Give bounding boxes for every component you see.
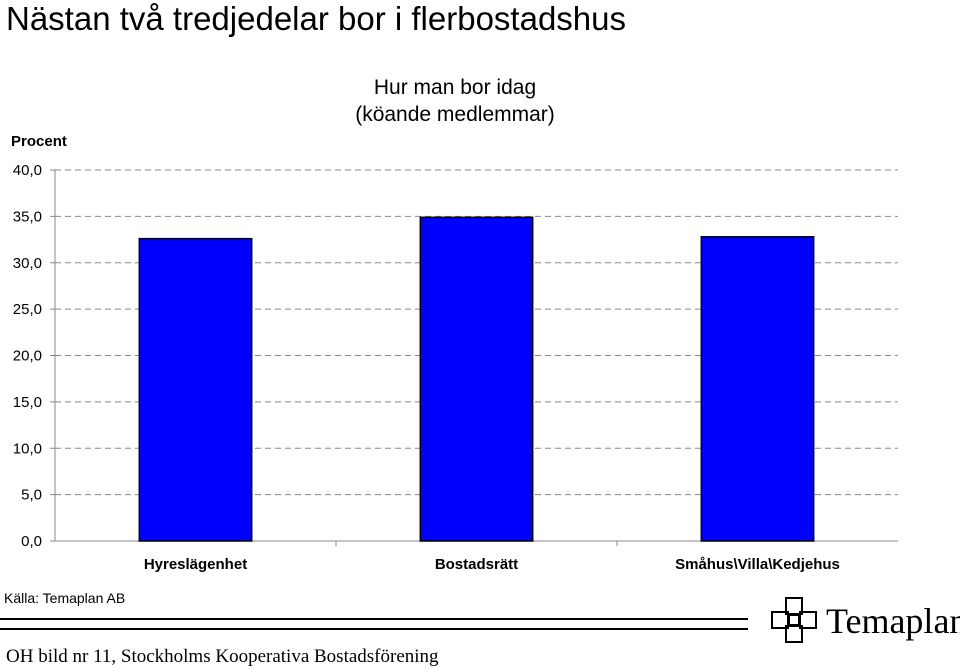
y-tick-labels: 0,0 5,0 10,0 15,0 20,0 25,0 30,0 35,0 40,0 [13,162,42,550]
y-tick-label: 40,0 [13,162,42,179]
footer-rule-bottom [0,628,748,630]
y-tick-label: 30,0 [13,255,42,272]
logo-text: Temaplan [826,601,960,641]
page-title: Nästan två tredjedelar bor i flerbostads… [6,0,627,37]
category-labels: Hyreslägenhet Bostadsrätt Småhus\Villa\Ked… [144,556,840,573]
bar-chart: 0,0 5,0 10,0 15,0 20,0 25,0 30,0 35,0 40,0 Hyres… [13,162,898,573]
y-tick-label: 10,0 [13,440,42,457]
category-label: Hyreslägenhet [144,556,247,573]
y-axis-label: Procent [11,133,67,150]
bar [138,237,253,542]
temaplan-logo-icon [771,597,817,643]
y-tick-label: 5,0 [21,487,42,504]
y-tick-label: 15,0 [13,394,42,411]
footer-rule-top [0,618,748,620]
y-tick-label: 20,0 [13,348,42,365]
category-label: Bostadsrätt [435,556,518,573]
y-tick-label: 25,0 [13,301,42,318]
category-label: Småhus\Villa\Kedjehus [675,556,840,573]
source-note: Källa: Temaplan AB [4,590,126,606]
y-tick-label: 0,0 [21,533,42,550]
y-tick-label: 35,0 [13,208,42,225]
bar [700,236,815,542]
chart-title-line-1: Hur man bor idag [373,76,537,99]
bars [138,216,815,542]
footer-text: OH bild nr 11, Stockholms Kooperativa Bo… [6,646,439,667]
chart-title-line-2: (köande medlemmar) [355,103,555,126]
bar [419,216,534,542]
